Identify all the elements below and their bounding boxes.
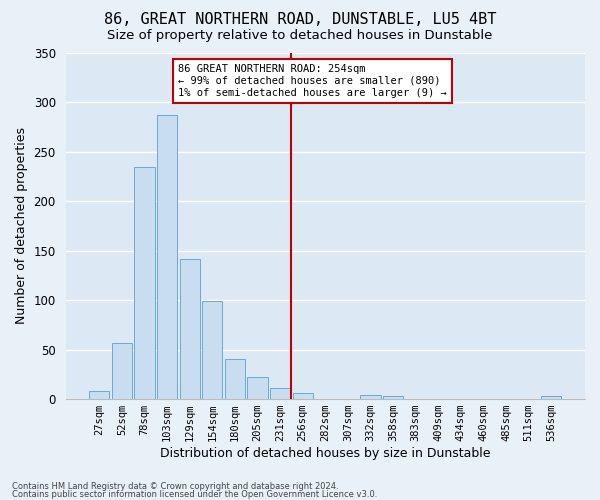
Bar: [225, 360, 245, 399]
Bar: [202, 301, 223, 399]
Y-axis label: Number of detached properties: Number of detached properties: [15, 128, 28, 324]
Bar: [293, 393, 313, 399]
Bar: [541, 396, 562, 399]
Bar: [157, 115, 177, 399]
Bar: [247, 378, 268, 399]
Bar: [179, 260, 200, 399]
Bar: [270, 388, 290, 399]
Text: Contains public sector information licensed under the Open Government Licence v3: Contains public sector information licen…: [12, 490, 377, 499]
Text: 86 GREAT NORTHERN ROAD: 254sqm
← 99% of detached houses are smaller (890)
1% of : 86 GREAT NORTHERN ROAD: 254sqm ← 99% of …: [178, 64, 447, 98]
Bar: [134, 168, 155, 399]
Bar: [383, 396, 403, 399]
X-axis label: Distribution of detached houses by size in Dunstable: Distribution of detached houses by size …: [160, 447, 491, 460]
Text: 86, GREAT NORTHERN ROAD, DUNSTABLE, LU5 4BT: 86, GREAT NORTHERN ROAD, DUNSTABLE, LU5 …: [104, 12, 496, 28]
Bar: [360, 395, 380, 399]
Text: Contains HM Land Registry data © Crown copyright and database right 2024.: Contains HM Land Registry data © Crown c…: [12, 482, 338, 491]
Text: Size of property relative to detached houses in Dunstable: Size of property relative to detached ho…: [107, 29, 493, 42]
Bar: [89, 391, 109, 399]
Bar: [112, 342, 132, 399]
